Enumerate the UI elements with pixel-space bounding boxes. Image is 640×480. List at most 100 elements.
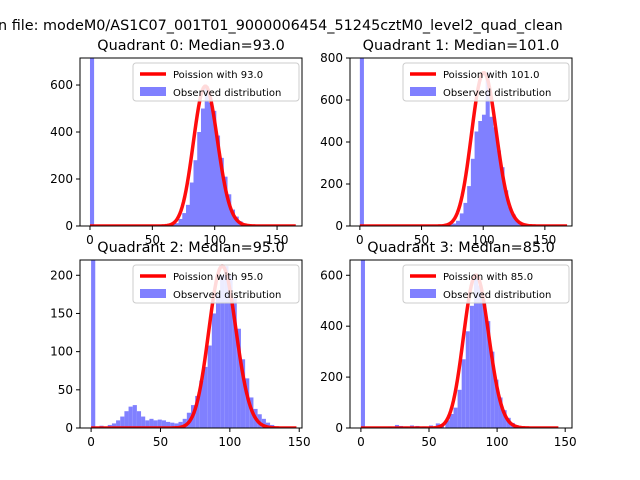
- histogram-bar: [470, 158, 475, 226]
- histogram-bar: [116, 420, 121, 428]
- histogram-bar: [485, 72, 490, 226]
- histogram-bar: [359, 58, 364, 226]
- x-tick-label: 150: [554, 435, 577, 449]
- histogram-bar: [457, 389, 462, 428]
- histogram-bar: [463, 202, 468, 226]
- y-tick-label: 0: [65, 421, 73, 435]
- legend: Poission with 101.0 Observed distribution: [402, 62, 570, 102]
- histogram-bar: [245, 378, 250, 428]
- y-tick-label: 600: [50, 78, 73, 92]
- y-tick-label: 200: [50, 172, 73, 186]
- y-tick-label: 0: [65, 219, 73, 233]
- subplot-quadrant-3: 0 50 100 150 0 200 400 600 Quadrant 3: Median=85…: [320, 240, 577, 449]
- histogram-bar: [449, 414, 454, 428]
- histogram-bar: [182, 418, 187, 428]
- y-tick-label: 400: [320, 135, 343, 149]
- axes-frame: [79, 259, 303, 429]
- histogram-bar: [515, 220, 520, 226]
- histogram-bar: [199, 380, 204, 428]
- histogram-bar: [261, 418, 266, 428]
- histogram-bar: [215, 135, 221, 226]
- poisson-fit-line: [90, 264, 297, 428]
- subplot-title: Quadrant 1: Median=101.0: [363, 38, 560, 54]
- legend-box: [402, 264, 570, 304]
- x-tick-label: 100: [486, 435, 509, 449]
- histogram-bar: [504, 190, 509, 226]
- histogram-bar: [200, 108, 206, 226]
- legend-label-fit: Poission with 101.0: [443, 70, 539, 81]
- y-tick-label: 200: [320, 177, 343, 191]
- histogram-bar: [478, 285, 483, 428]
- histogram-bar: [448, 224, 453, 226]
- histogram-bar: [465, 331, 470, 428]
- histogram-bar: [228, 275, 233, 428]
- y-tick-label: 0: [335, 219, 343, 233]
- x-tick-label: 50: [414, 233, 429, 247]
- histogram-bar: [128, 406, 133, 428]
- x-tick-label: 0: [357, 435, 365, 449]
- histogram-bar: [224, 266, 229, 428]
- histogram-bar: [166, 421, 171, 428]
- histogram-bar: [467, 186, 472, 226]
- histogram-bar: [232, 298, 237, 428]
- x-tick-label: 150: [266, 233, 289, 247]
- histogram-bar: [236, 328, 241, 428]
- histogram-bar: [498, 397, 503, 428]
- legend-label-hist: Observed distribution: [173, 88, 281, 99]
- histogram-bar: [474, 131, 479, 226]
- histogram-bar: [124, 411, 129, 428]
- subplot-quadrant-2: 0 50 100 150 0 50 100 150 200 Quadrant 2: Median=…: [50, 240, 311, 449]
- legend-label-hist: Observed distribution: [173, 290, 281, 301]
- x-tick-label: 100: [203, 233, 226, 247]
- histogram-bar: [473, 275, 479, 428]
- y-tick-label: 100: [50, 345, 73, 359]
- histogram-bar: [208, 102, 213, 226]
- subplot-grid: 0 50 100 150 0 200 400 600 Quadrant 0: Median=93…: [50, 38, 577, 449]
- histogram-bar: [195, 395, 200, 428]
- histogram-bar: [212, 110, 217, 226]
- legend-box: [132, 62, 300, 102]
- histogram-bar: [507, 207, 512, 226]
- subplot-quadrant-1: 0 50 100 150 0 200 400 600 800 Quadrant 1: Median…: [320, 38, 573, 247]
- y-tick-label: 50: [58, 383, 73, 397]
- legend-label-fit: Poission with 85.0: [443, 272, 533, 283]
- histogram-bar: [511, 214, 516, 226]
- legend-box: [402, 62, 570, 102]
- legend: Poission with 85.0 Observed distribution: [402, 264, 570, 304]
- histogram-bar: [178, 218, 183, 226]
- histogram-bar: [469, 305, 474, 428]
- subplot-quadrant-0: 0 50 100 150 0 200 400 600 Quadrant 0: Median=93…: [50, 38, 303, 247]
- legend-hist-swatch: [140, 289, 166, 298]
- histogram-bar: [174, 223, 179, 226]
- legend-label-hist: Observed distribution: [443, 290, 551, 301]
- histogram-bar: [91, 260, 96, 428]
- figure-suptitle: n file: modeM0/AS1C07_001T01_9000006454_…: [0, 18, 563, 34]
- histogram-bar: [481, 114, 487, 226]
- x-tick-label: 50: [153, 435, 168, 449]
- legend-hist-swatch: [140, 87, 166, 96]
- histogram-bar: [456, 220, 461, 226]
- histogram-bar: [453, 407, 458, 428]
- histogram-bar: [182, 213, 187, 226]
- histogram-bar: [461, 359, 466, 428]
- histogram-bar: [149, 418, 154, 428]
- histogram-bar: [203, 366, 208, 428]
- histogram-bar: [227, 194, 232, 226]
- histogram-bar: [452, 223, 457, 226]
- legend: Poission with 93.0 Observed distribution: [132, 62, 300, 102]
- histogram-bar: [482, 303, 487, 428]
- histogram-bar: [161, 420, 167, 428]
- histogram-bar: [489, 116, 494, 226]
- y-tick-label: 400: [50, 125, 73, 139]
- histogram-bar: [178, 421, 183, 428]
- y-tick-label: 0: [335, 421, 343, 435]
- x-tick-label: 50: [421, 435, 436, 449]
- legend-label-fit: Poission with 93.0: [173, 70, 263, 81]
- y-tick-label: 800: [320, 51, 343, 65]
- histogram-bar: [132, 405, 137, 428]
- histogram-bar: [493, 127, 498, 226]
- histogram-bar: [500, 167, 505, 226]
- histogram-bar: [230, 209, 236, 226]
- legend-box: [132, 264, 300, 304]
- legend-hist-swatch: [410, 289, 436, 298]
